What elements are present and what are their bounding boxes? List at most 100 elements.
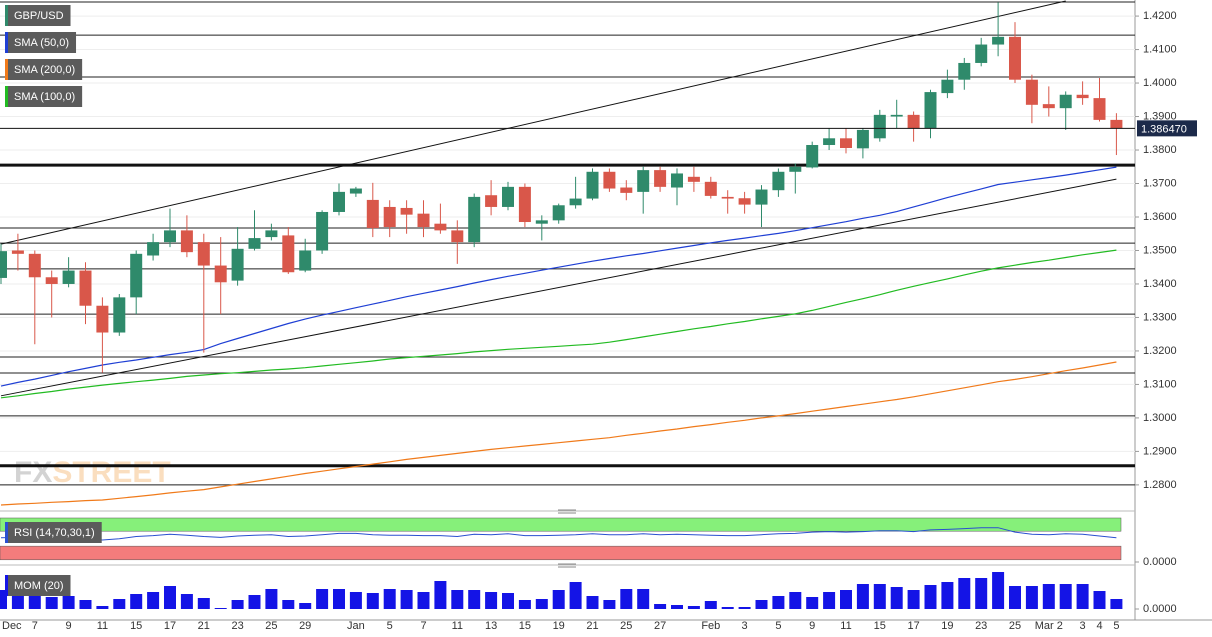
bar (603, 600, 616, 609)
bar (62, 596, 75, 609)
bar (586, 596, 599, 609)
x-tick-label: 11 (97, 620, 108, 632)
watermark-street: STREET (52, 456, 170, 489)
bar (366, 593, 379, 609)
candle-body (79, 270, 92, 306)
bar (1076, 584, 1089, 609)
legend-label: MOM (20) (14, 580, 64, 592)
candle-body (349, 188, 362, 194)
y-tick-label: 1.3300 (1143, 311, 1177, 323)
legend-item: MOM (20) (5, 575, 71, 596)
x-tick-label: Mar 2 (1035, 620, 1063, 632)
x-tick-label: 5 (775, 620, 781, 632)
candle-body (214, 265, 227, 283)
bar (197, 598, 210, 609)
grip[interactable] (558, 563, 576, 568)
legend-label: SMA (100,0) (14, 91, 75, 103)
bar (637, 589, 650, 609)
x-tick-label: 5 (387, 620, 393, 632)
candle-body (907, 114, 920, 129)
legend-item: GBP/USD (5, 5, 71, 26)
bar (45, 597, 58, 609)
bar (400, 590, 413, 609)
bar (856, 584, 869, 609)
x-tick-label: 11 (840, 620, 851, 632)
x-tick-label: 4 (1096, 620, 1102, 632)
legend-item: SMA (200,0) (5, 59, 83, 80)
candle-body (992, 36, 1005, 45)
x-tick-label: 17 (907, 620, 919, 632)
legend-item: SMA (100,0) (5, 86, 83, 107)
sma-line (0, 361, 1117, 506)
bar (333, 589, 345, 609)
candle-body (502, 186, 514, 207)
bar (214, 608, 227, 609)
candle-body (383, 206, 396, 228)
bar (468, 590, 481, 609)
legend-swatch (5, 86, 8, 107)
candle-body (164, 230, 176, 243)
x-tick-label: 5 (1113, 620, 1119, 632)
candle-body (806, 144, 819, 168)
bar (654, 604, 667, 609)
bar (975, 578, 988, 609)
bar (535, 599, 548, 609)
bar (0, 590, 7, 609)
y-tick-label: 1.4000 (1143, 77, 1177, 89)
x-tick-label: 23 (975, 620, 987, 632)
candle-body (113, 297, 126, 333)
legend-swatch (5, 5, 8, 26)
x-tick-label: 7 (32, 620, 38, 632)
grip[interactable] (558, 509, 576, 514)
bar (671, 605, 683, 609)
y-tick-label: 1.3100 (1143, 378, 1177, 390)
bar (941, 582, 954, 609)
bar (806, 597, 819, 609)
candle-body (28, 253, 41, 278)
bar (96, 606, 109, 609)
candle-body (333, 191, 345, 212)
y-tick-label: 1.3800 (1143, 144, 1177, 156)
bar (130, 594, 143, 609)
bar (518, 600, 531, 609)
bar (1042, 584, 1055, 609)
band (0, 517, 1122, 532)
y-tick-label: 1.2800 (1143, 479, 1177, 491)
candle-body (789, 166, 802, 172)
candle-body (451, 230, 464, 243)
bar (1025, 586, 1038, 609)
candle-body (721, 196, 734, 199)
candle-body (1042, 104, 1055, 109)
x-tick-label: 3 (1080, 620, 1086, 632)
sma-line (0, 249, 1117, 399)
candle-body (147, 242, 160, 256)
y-tick-label: 0.0000 (1143, 556, 1177, 568)
band (0, 545, 1122, 561)
candle-body (62, 270, 75, 284)
legend-box (5, 86, 83, 107)
x-tick-label: Dec (2, 620, 22, 632)
legend-label: GBP/USD (14, 10, 64, 22)
trend-line (0, 0, 1066, 245)
candle-body (366, 199, 379, 229)
candle-body (316, 211, 329, 251)
x-tick-label: 15 (874, 620, 886, 632)
legend-item: RSI (14,70,30,1) (5, 522, 102, 543)
candle-body (518, 186, 531, 223)
y-tick-label: 0.0000 (1143, 603, 1177, 615)
legend-swatch (5, 575, 8, 596)
candle-body (180, 230, 193, 253)
x-tick-label: 13 (485, 620, 497, 632)
bar (738, 607, 751, 609)
candle-body (130, 253, 143, 298)
x-tick-label: 25 (620, 620, 632, 632)
x-tick-label: 21 (586, 620, 598, 632)
candle-body (1093, 98, 1106, 120)
bar (282, 600, 295, 609)
legend-label: SMA (200,0) (14, 64, 75, 76)
bar (502, 593, 514, 609)
y-tick-label: 1.3600 (1143, 211, 1177, 223)
y-tick-label: 1.3500 (1143, 244, 1177, 256)
